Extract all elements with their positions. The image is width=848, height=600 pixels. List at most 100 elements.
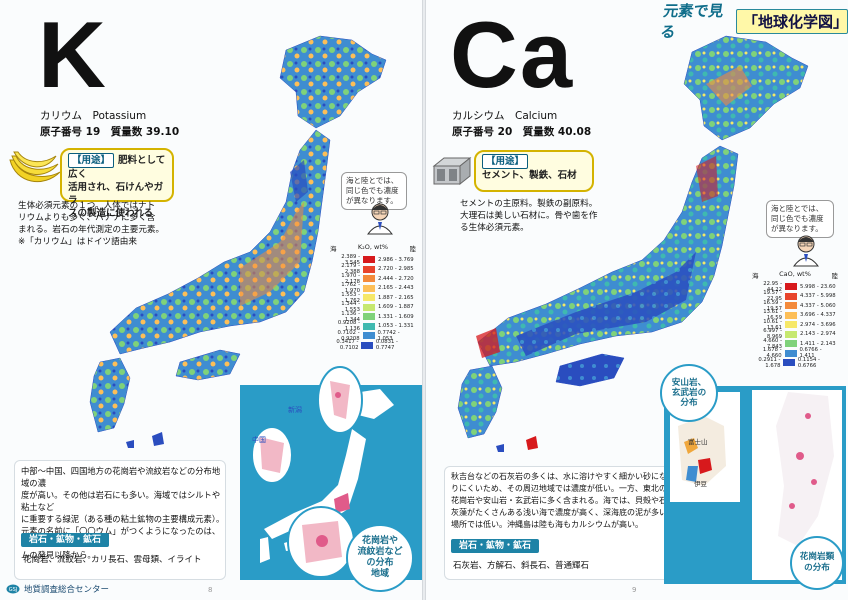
series-title-main: 「地球化学図」 bbox=[736, 8, 848, 34]
legend-row: 22.95 - 44.22 5.998 - 23.60 bbox=[752, 280, 838, 293]
legend-row: 2.389 - 3.545 2.986 - 3.769 bbox=[330, 254, 416, 266]
explanation-line: 花崗岩や安山岩・玄武岩に多く含まれる。海では、貝殻や石 bbox=[451, 496, 667, 505]
legend-sea-range: 22.95 - 44.22 bbox=[763, 280, 782, 293]
legend-row: 0.7102 - 0.9208 0.7742 - 1.053 bbox=[330, 329, 416, 342]
legend-row: 13.61 - 16.59 3.696 - 4.337 bbox=[752, 309, 838, 322]
distribution-circle-label: 花崗岩や 流紋岩など の分布 地域 bbox=[346, 524, 414, 592]
legend-sea-range: 4.660 - 7.843 bbox=[763, 337, 782, 350]
circle-line: の分布 bbox=[366, 558, 394, 568]
inset-label-izu: 伊豆 bbox=[694, 480, 707, 488]
legend-swatch bbox=[785, 321, 797, 329]
svg-text:GSJ: GSJ bbox=[9, 587, 18, 593]
legend-land-range: 0.0831 - 0.7747 bbox=[375, 339, 398, 352]
legend-row: 10.61 - 13.61 2.974 - 3.696 bbox=[752, 318, 838, 331]
legend-sea-range: 2.179 - 2.388 bbox=[341, 263, 360, 276]
legend-swatch bbox=[363, 275, 375, 283]
legend-sea-range: 6.997 - 8.969 bbox=[763, 328, 782, 341]
legend-sea-range: 1.344 - 1.553 bbox=[341, 301, 360, 314]
legend-land-range: 2.986 - 3.769 bbox=[378, 256, 414, 263]
circle-line: 分布 bbox=[680, 398, 698, 408]
explanation-panel: 中部〜中国、四国地方の花崗岩や流紋岩などの分布地域の濃 度が高い。その他は岩石に… bbox=[14, 460, 226, 580]
legend-swatch bbox=[785, 311, 797, 319]
legend-sea-range: 0.7102 - 0.9208 bbox=[337, 329, 360, 342]
circle-line: 地域 bbox=[370, 569, 389, 579]
gsj-logo-icon: GSJ bbox=[6, 584, 20, 594]
description-line: る生体必須元素。 bbox=[460, 223, 529, 233]
explanation-panel: 秋吉台などの石灰岩の多くは、水に溶けやすく細かい砂にな りにくいため、その周辺地… bbox=[444, 466, 670, 580]
usage-text: セメント、製鉄、石材 bbox=[482, 170, 577, 181]
legend-unit: CaO, wt% bbox=[779, 270, 811, 278]
atomic-info: 原子番号 20 質量数 40.08 bbox=[452, 126, 592, 138]
concentration-legend: 海 K₂O, wt% 陸 2.389 - 3.545 2.986 - 3.769 2… bbox=[330, 243, 416, 352]
legend-land-range: 1.609 - 1.887 bbox=[378, 304, 414, 311]
legend-swatch bbox=[785, 330, 797, 338]
minerals-list: 石灰岩、方解石、斜長石、普通輝石 bbox=[453, 561, 590, 571]
description-line: 大理石は美しい石材に。骨や歯を作 bbox=[460, 211, 598, 221]
inset-zoom-circle-kyushu bbox=[287, 506, 355, 578]
explanation-line: ムの発見以降から。 bbox=[21, 550, 96, 560]
bubble-line: 同じ色でも濃度 bbox=[346, 186, 399, 195]
legend-swatch bbox=[785, 283, 797, 291]
inset-zoom-circle-chugoku bbox=[251, 426, 293, 484]
legend-land-range: 5.998 - 23.60 bbox=[800, 283, 836, 290]
legend-land-range: 2.974 - 3.696 bbox=[800, 321, 836, 328]
legend-sea-range: 1.762 - 1.970 bbox=[341, 282, 360, 295]
book-gutter bbox=[422, 0, 426, 600]
legend-sea-range: 19.57 - 22.95 bbox=[763, 290, 782, 303]
legend-sea-label: 海 bbox=[330, 245, 337, 253]
legend-row: 1.553 - 1.762 1.887 - 2.165 bbox=[330, 292, 416, 304]
legend-sea-range: 16.59 - 19.57 bbox=[763, 299, 782, 312]
usage-box: 【用途】 肥料として広く 活用され、石けんやガラ スの製造に使われる bbox=[60, 148, 174, 219]
legend-swatch bbox=[363, 313, 375, 321]
page-number: 9 bbox=[632, 586, 637, 594]
legend-sea-range: 1.678 - 4.660 bbox=[762, 347, 782, 360]
explanation-line: 秋吉台などの石灰岩の多くは、水に溶けやすく細かい砂にな bbox=[451, 472, 667, 481]
minerals-header: 岩石・鉱物・鉱石 bbox=[21, 533, 110, 547]
legend-swatch bbox=[784, 349, 797, 357]
granite-distribution-label: 花崗岩類 の分布 bbox=[790, 536, 844, 590]
circle-line: 花崗岩類 bbox=[799, 552, 835, 562]
legend-land-range: 4.337 - 5.060 bbox=[800, 302, 836, 309]
legend-swatch bbox=[363, 303, 375, 311]
legend-land-range: 2.720 - 2.985 bbox=[378, 266, 414, 273]
scientist-avatar-icon bbox=[792, 235, 820, 267]
legend-row: 0.3417 - 0.7102 0.0831 - 0.7747 bbox=[330, 339, 416, 352]
bubble-line: 海と陸とでは、 bbox=[346, 176, 399, 185]
legend-land-range: 0.1154 - 0.6766 bbox=[797, 356, 820, 369]
legend-sea-range: 10.61 - 13.61 bbox=[763, 318, 782, 331]
legend-land-range: 1.331 - 1.609 bbox=[378, 313, 414, 320]
legend-land-range: 2.143 - 2.974 bbox=[800, 331, 836, 338]
inset-zoom-circle-niigata bbox=[317, 366, 363, 434]
element-name: カルシウム Calcium bbox=[452, 110, 558, 122]
explanation-line: 灰藻がたくさんある浅い海で濃度が高く、深海底の泥が多い bbox=[451, 508, 667, 517]
circle-line: の分布 bbox=[804, 563, 830, 573]
legend-row: 1.678 - 4.660 0.6766 - 1.411 bbox=[752, 347, 838, 360]
legend-land-range: 3.696 - 4.337 bbox=[800, 312, 836, 319]
legend-row: 0.9208 - 1.136 1.053 - 1.331 bbox=[330, 320, 416, 332]
legend-swatch bbox=[785, 340, 797, 348]
scientist-avatar-icon bbox=[366, 203, 394, 235]
usage-box: 【用途】 セメント、製鉄、石材 bbox=[474, 150, 594, 192]
potassium-concentration-map bbox=[89, 35, 387, 448]
explanation-line: 中部〜中国、四国地方の花崗岩や流紋岩などの分布地域の濃 bbox=[21, 466, 221, 488]
description-line: ※「カリウム」はドイツ語由来 bbox=[18, 237, 137, 247]
bubble-line: が異なります。 bbox=[771, 224, 823, 233]
legend-sea-label: 海 bbox=[752, 272, 759, 280]
legend-sea-range: 1.136 - 1.344 bbox=[341, 310, 360, 323]
legend-sea-range: 13.61 - 16.59 bbox=[763, 309, 782, 322]
bubble-line: が異なります。 bbox=[346, 196, 398, 205]
element-description: セメントの主原料。製鉄の副原料。 大理石は美しい石材に。骨や歯を作 る生体必須元… bbox=[460, 198, 598, 234]
circle-line: 安山岩、 bbox=[671, 378, 707, 388]
page-number: 8 bbox=[208, 586, 213, 594]
legend-unit: K₂O, wt% bbox=[357, 243, 389, 251]
legend-swatch bbox=[363, 284, 375, 292]
legend-land-range: 0.6766 - 1.411 bbox=[799, 347, 822, 360]
description-line: セメントの主原料。製鉄の副原料。 bbox=[460, 199, 598, 209]
bubble-line: 海と陸とでは、 bbox=[771, 204, 824, 213]
element-symbol: Ca bbox=[450, 2, 575, 107]
legend-row: 1.970 - 2.178 2.444 - 2.720 bbox=[330, 273, 416, 285]
inset-label-chugoku: 中国 bbox=[252, 436, 266, 444]
element-name: カリウム Potassium bbox=[40, 110, 147, 122]
explanation-line: りにくいため、その周辺地域では濃度が低い。一方、東北の bbox=[451, 484, 667, 493]
publisher-footer: GSJ 地質調査総合センター bbox=[6, 583, 109, 595]
